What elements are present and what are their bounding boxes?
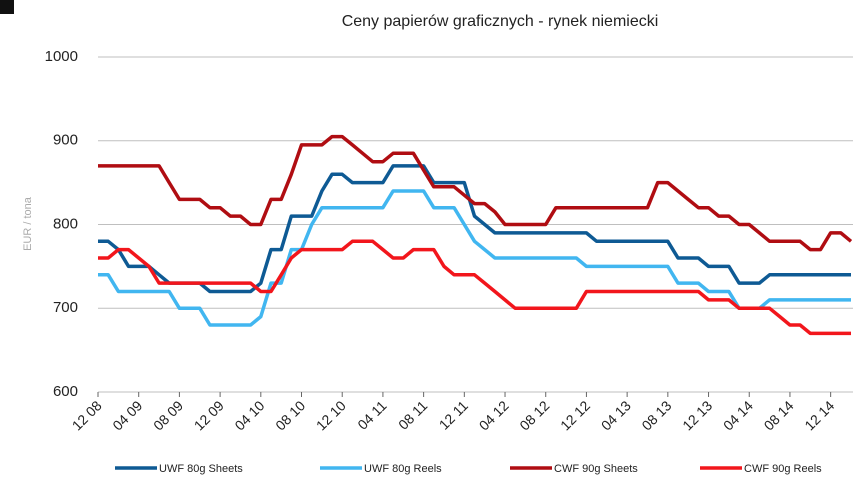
series-line xyxy=(98,164,851,294)
x-tick-label: 12 08 xyxy=(69,397,105,433)
x-tick-label: 04 10 xyxy=(231,397,267,433)
y-tick-label: 900 xyxy=(53,132,78,149)
series-line xyxy=(98,239,851,336)
y-axis-label: EUR / tona xyxy=(22,196,34,251)
x-tick-label: 04 13 xyxy=(598,397,634,433)
chart-title: Ceny papierów graficznych - rynek niemie… xyxy=(342,13,659,30)
x-tick-label: 12 14 xyxy=(801,397,837,433)
y-tick-label: 800 xyxy=(53,215,78,232)
x-tick-label: 12 09 xyxy=(191,397,227,433)
x-tick-label: 12 11 xyxy=(436,397,472,433)
y-tick-label: 1000 xyxy=(45,48,78,65)
x-tick-label: 08 09 xyxy=(150,397,186,433)
legend-label: CWF 90g Reels xyxy=(744,463,822,475)
y-tick-label: 600 xyxy=(53,383,78,400)
series-line xyxy=(98,189,851,327)
legend-label: UWF 80g Reels xyxy=(364,463,442,475)
x-tick-label: 08 13 xyxy=(638,397,674,433)
x-tick-label: 04 14 xyxy=(720,397,756,433)
x-tick-label: 12 13 xyxy=(679,397,715,433)
x-tick-label: 12 12 xyxy=(557,397,593,433)
x-tick-label: 08 10 xyxy=(272,397,308,433)
corner-block xyxy=(0,0,14,14)
x-tick-label: 04 11 xyxy=(354,397,390,433)
x-tick-label: 12 10 xyxy=(313,397,349,433)
legend-label: UWF 80g Sheets xyxy=(159,463,243,475)
x-tick-label: 04 09 xyxy=(109,397,145,433)
x-tick-label: 08 14 xyxy=(761,397,797,433)
y-tick-label: 700 xyxy=(53,299,78,316)
x-tick-label: 04 12 xyxy=(476,397,512,433)
x-tick-label: 08 11 xyxy=(395,397,431,433)
legend-label: CWF 90g Sheets xyxy=(554,463,638,475)
series-line xyxy=(98,134,853,252)
x-tick-label: 08 12 xyxy=(516,397,552,433)
